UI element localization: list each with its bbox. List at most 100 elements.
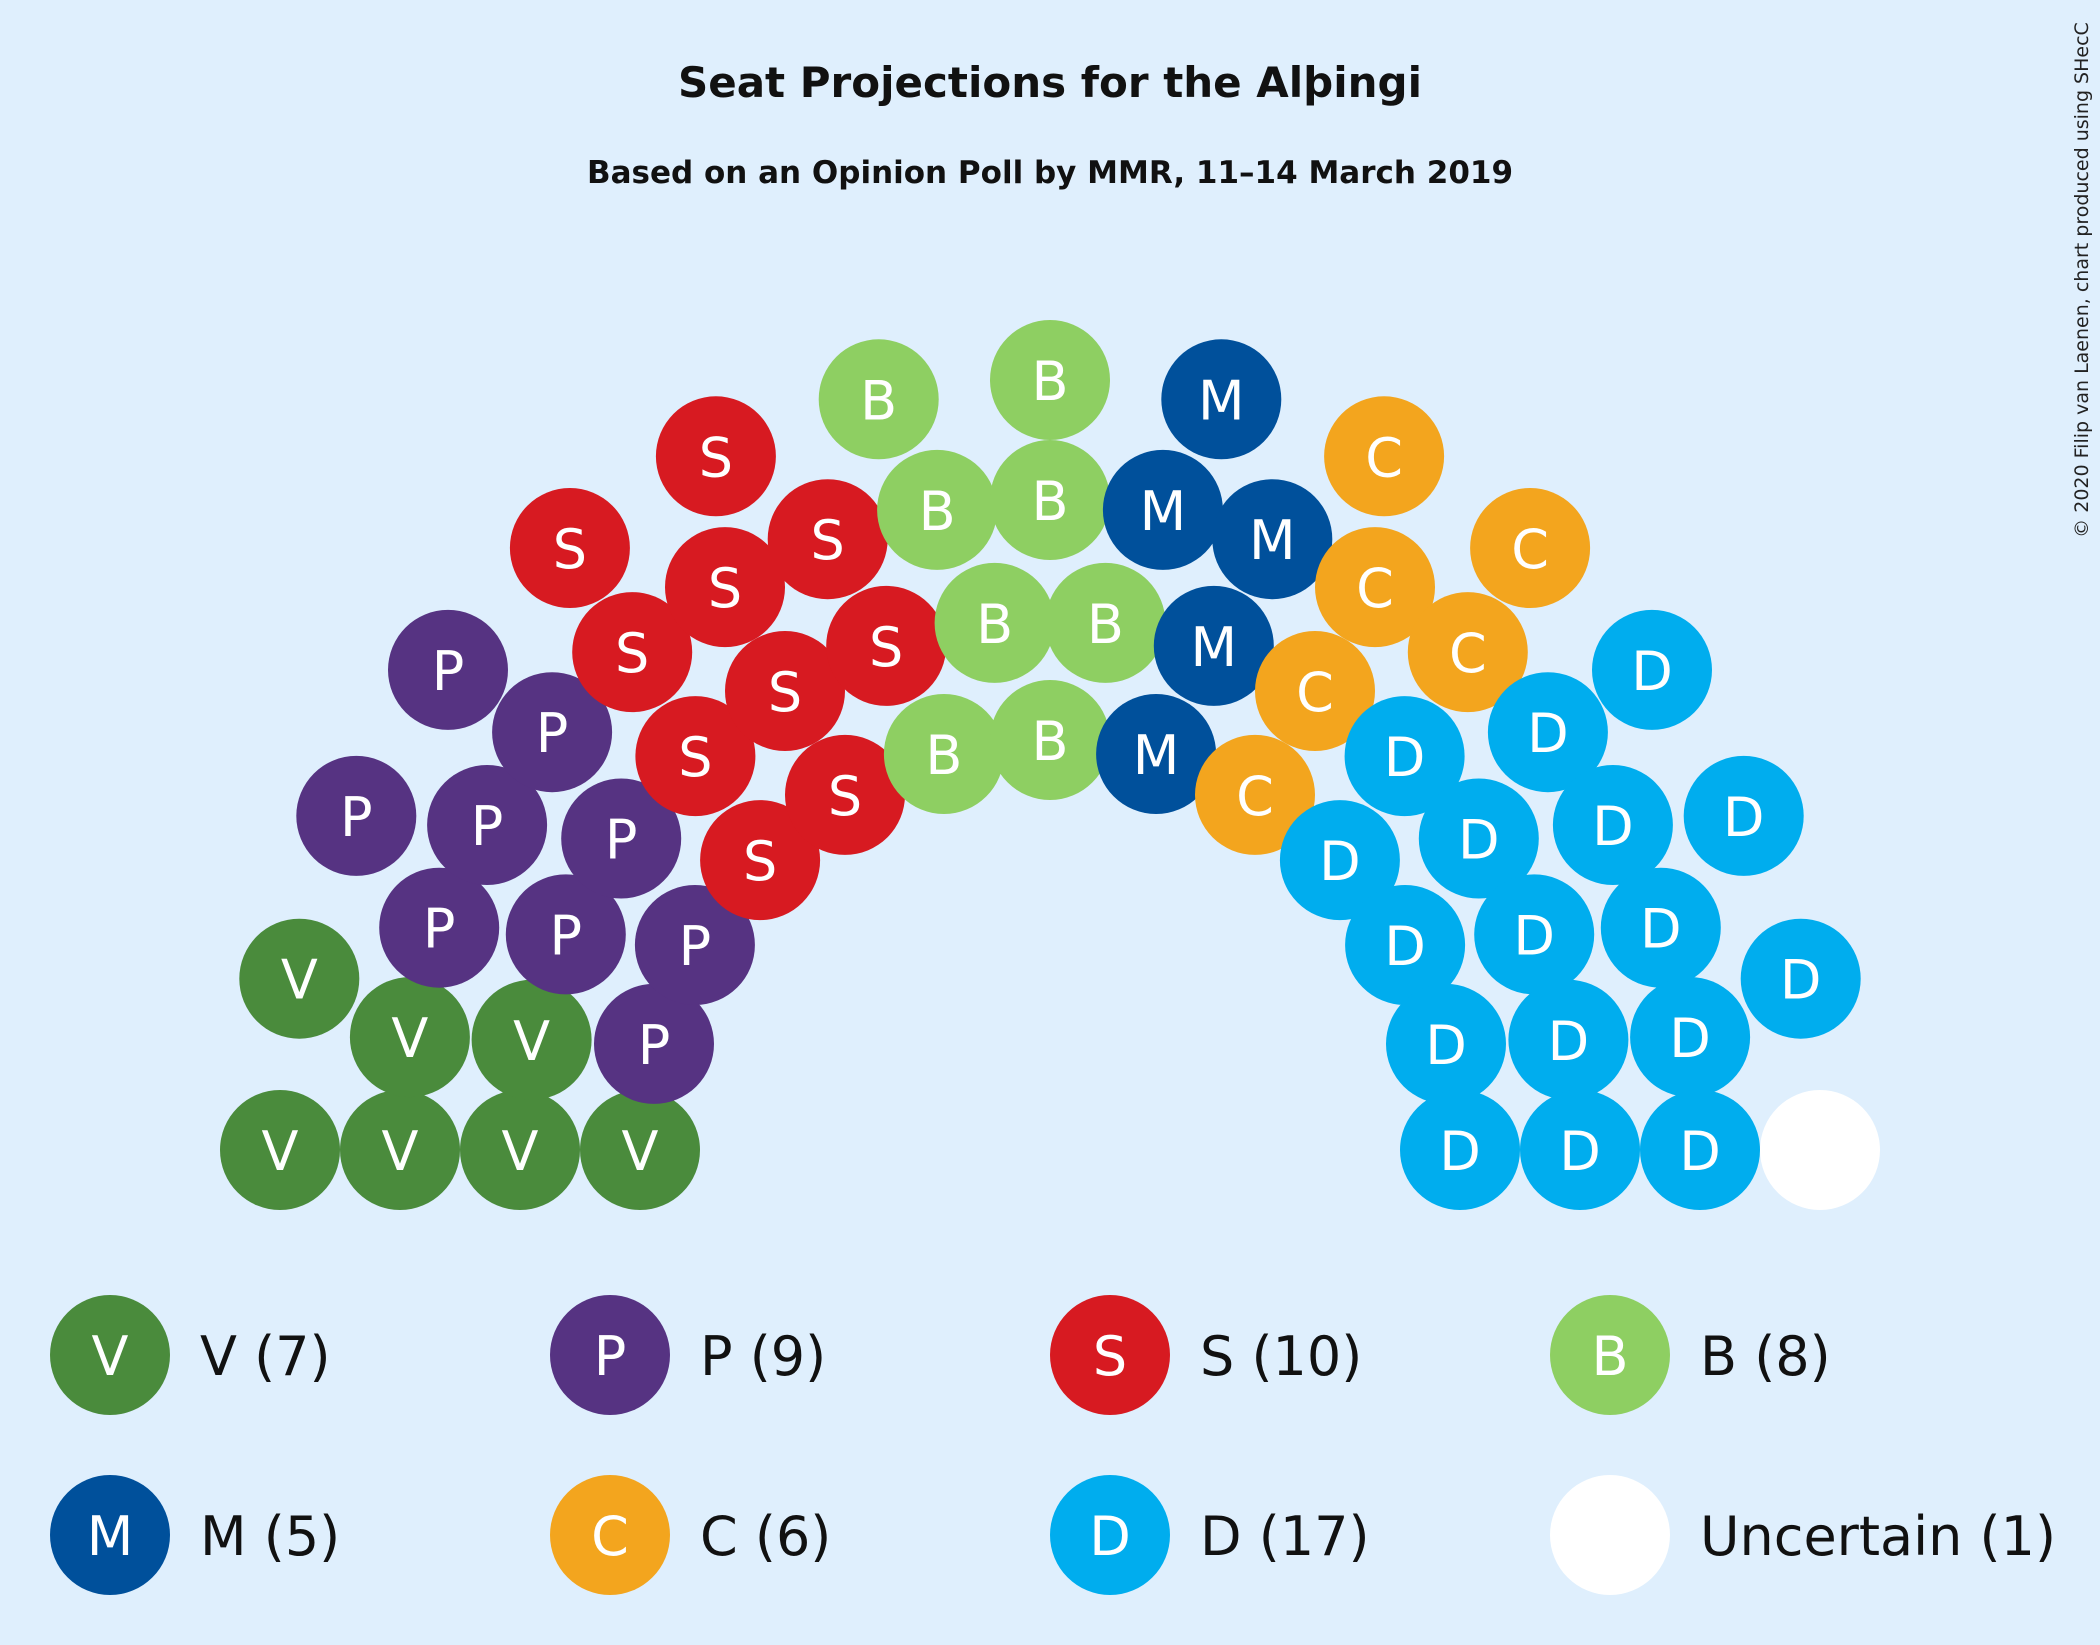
seat-letter-s: S: [768, 661, 802, 724]
seat-letter-m: M: [1133, 724, 1180, 787]
seat-letter-v: V: [281, 949, 318, 1012]
seat-letter-d: D: [1513, 904, 1555, 967]
seat-letter-v: V: [513, 1010, 550, 1073]
seat-letter-p: P: [340, 786, 373, 849]
seat-d: [1630, 977, 1751, 1098]
seat-s: [655, 396, 776, 517]
seat-letter-s: S: [708, 557, 742, 620]
seat-letter-b: B: [1031, 350, 1068, 413]
seat-letter-d: D: [1319, 830, 1361, 893]
seat-d: [1418, 778, 1539, 899]
seat-letter-d: D: [1679, 1120, 1721, 1183]
seat-letter-v: V: [502, 1120, 539, 1183]
seat-p: [427, 765, 548, 885]
seat-letter-m: M: [1191, 616, 1238, 679]
seat-letter-d: D: [1640, 898, 1682, 961]
seat-d: [1487, 672, 1608, 793]
legend-swatch-m: [50, 1475, 170, 1595]
seat-d: [1508, 979, 1629, 1100]
seat-letter-v: V: [262, 1120, 299, 1183]
chart-subtitle: Based on an Opinion Poll by MMR, 11–14 M…: [587, 155, 1513, 191]
seat-d: [1520, 1090, 1640, 1210]
seat-s: [826, 585, 947, 706]
seat-letter-b: B: [1031, 470, 1068, 533]
seat-letter-d: D: [1780, 949, 1822, 1012]
seat-letter-v: V: [391, 1007, 428, 1070]
legend-swatch-letter-v: V: [92, 1325, 129, 1388]
seat-d: [1400, 1090, 1520, 1210]
seat-d: [1683, 755, 1804, 876]
seat-p: [379, 867, 500, 988]
seat-letter-d: D: [1425, 1014, 1467, 1077]
seat-letter-p: P: [471, 795, 504, 858]
legend-label-d: D (17): [1200, 1505, 1370, 1568]
seat-p: [388, 609, 508, 730]
legend: V V (7) P P (9) S S (10) B B (8) M M (5) C C (6) D D …: [50, 1295, 2056, 1595]
seat-c: [1470, 488, 1591, 608]
seat-letter-s: S: [743, 830, 777, 893]
seat-letter-c: C: [1511, 518, 1549, 581]
seat-letter-p: P: [638, 1014, 671, 1077]
seat-letter-s: S: [615, 622, 649, 685]
seat-s: [700, 800, 821, 921]
seat-v: [349, 977, 470, 1098]
seat-letter-s: S: [699, 426, 733, 489]
seat-c: [1255, 631, 1375, 751]
seat-m: [1096, 694, 1217, 814]
seat-letter-d: D: [1723, 786, 1765, 849]
seat-v: [471, 979, 592, 1100]
legend-label-uncertain: Uncertain (1): [1700, 1505, 2056, 1568]
legend-label-c: C (6): [700, 1505, 831, 1568]
seat-s: [767, 479, 888, 600]
seat-letter-c: C: [1365, 426, 1403, 489]
chart-title: Seat Projections for the Alþingi: [678, 58, 1422, 107]
seat-d: [1386, 983, 1506, 1104]
seat-s: [665, 527, 785, 648]
seat-letter-b: B: [1031, 710, 1068, 773]
seat-letter-v: V: [622, 1120, 659, 1183]
seat-p: [492, 672, 613, 793]
legend-swatch-letter-c: C: [591, 1505, 629, 1568]
seat-d: [1552, 765, 1673, 885]
seat-d: [1592, 609, 1712, 730]
seat-d: [1640, 1090, 1760, 1210]
seat-letter-b: B: [925, 724, 962, 787]
legend-swatch-s: [1050, 1295, 1170, 1415]
seat-m: [1153, 585, 1274, 706]
seat-letter-b: B: [1087, 593, 1124, 656]
seat-letter-c: C: [1236, 765, 1274, 828]
seat-letter-b: B: [919, 480, 956, 543]
seat-letter-b: B: [860, 369, 897, 432]
seat-letter-p: P: [679, 915, 712, 978]
seat-letter-s: S: [553, 518, 587, 581]
seat-p: [634, 885, 755, 1005]
seat-letter-s: S: [811, 509, 845, 572]
seat-c: [1324, 396, 1445, 517]
seat-b: [990, 320, 1110, 440]
legend-swatch-v: [50, 1295, 170, 1415]
seat-m: [1102, 449, 1223, 570]
seat-m: [1161, 339, 1282, 460]
seat-d: [1474, 874, 1595, 995]
seat-d: [1344, 696, 1465, 817]
seat-letter-p: P: [605, 809, 638, 872]
seat-v: [239, 918, 360, 1039]
seat-v: [340, 1090, 460, 1210]
seat-b: [934, 562, 1055, 683]
legend-label-p: P (9): [700, 1325, 826, 1388]
seat-letter-p: P: [536, 702, 569, 765]
seat-p: [561, 778, 682, 899]
legend-label-b: B (8): [1700, 1325, 1831, 1388]
legend-label-m: M (5): [200, 1505, 340, 1568]
legend-swatch-letter-d: D: [1089, 1505, 1131, 1568]
seat-letter-d: D: [1559, 1120, 1601, 1183]
seat-letter-d: D: [1384, 726, 1426, 789]
seat-v: [220, 1090, 340, 1210]
seat-letter-d: D: [1439, 1120, 1481, 1183]
seat-c: [1195, 734, 1315, 855]
legend-swatch-c: [550, 1475, 670, 1595]
seat-letter-v: V: [382, 1120, 419, 1183]
seat-v: [580, 1090, 700, 1210]
legend-swatch-letter-p: P: [594, 1325, 627, 1388]
